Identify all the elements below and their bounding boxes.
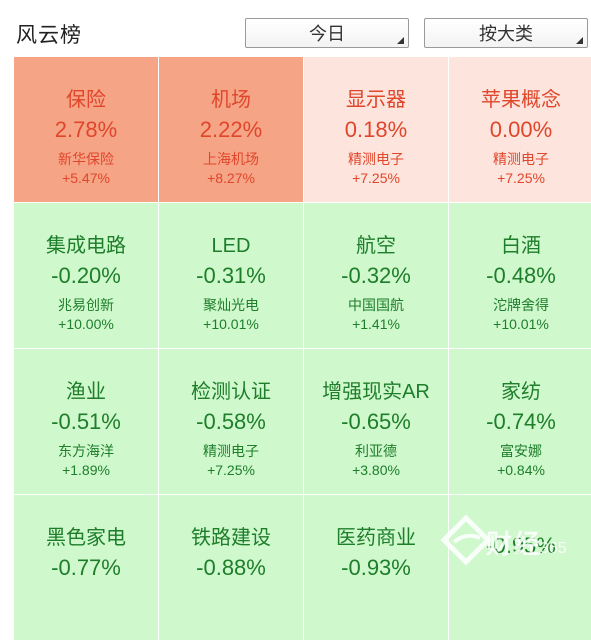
leading-stock-change: +0.84% xyxy=(497,462,545,478)
sector-tile[interactable]: 航空 -0.32% 中国国航 +1.41% xyxy=(304,203,448,348)
sector-change: 2.78% xyxy=(54,117,118,142)
sector-name: 检测认证 xyxy=(191,381,271,403)
sector-change: -0.93% xyxy=(341,555,411,580)
leading-stock: 利亚德 xyxy=(355,443,397,459)
leading-stock-change: +1.41% xyxy=(352,316,400,332)
sector-change: -0.77% xyxy=(51,555,121,580)
sector-tile[interactable]: 保险 2.78% 新华保险 +5.47% xyxy=(14,57,158,202)
sector-tile[interactable]: 白酒 -0.48% 沱牌舍得 +10.01% xyxy=(449,203,591,348)
sector-tile[interactable]: 家纺 -0.74% 富安娜 +0.84% xyxy=(449,349,591,494)
leading-stock: 新华保险 xyxy=(58,151,114,167)
leading-stock-change: +8.27% xyxy=(207,170,255,186)
leading-stock-change: +1.89% xyxy=(62,462,110,478)
sector-change: -0.65% xyxy=(341,409,411,434)
sector-tile[interactable]: 检测认证 -0.58% 精测电子 +7.25% xyxy=(159,349,303,494)
leading-stock: 兆易创新 xyxy=(58,297,114,313)
sector-name: 渔业 xyxy=(66,381,106,403)
sector-name: 白酒 xyxy=(501,235,541,257)
sector-change: 0.18% xyxy=(344,117,408,142)
leading-stock-change: +5.47% xyxy=(62,170,110,186)
sector-name: 黑色家电 xyxy=(46,527,126,549)
leading-stock: 精测电子 xyxy=(203,443,259,459)
sector-change: -0.88% xyxy=(196,555,266,580)
sector-name: 增强现实AR xyxy=(322,381,430,403)
sector-change: -0.58% xyxy=(196,409,266,434)
sector-change: 0.00% xyxy=(489,117,553,142)
sector-tile[interactable]: 黑色家电 -0.77% xyxy=(14,495,158,640)
leading-stock-change: +7.25% xyxy=(352,170,400,186)
sector-tile[interactable]: 苹果概念 0.00% 精测电子 +7.25% xyxy=(449,57,591,202)
sector-change: -0.32% xyxy=(341,263,411,288)
leading-stock: 沱牌舍得 xyxy=(493,297,549,313)
sector-tile[interactable]: 渔业 -0.51% 东方海洋 +1.89% xyxy=(14,349,158,494)
category-dropdown[interactable]: 按大类 xyxy=(424,18,588,48)
sector-change: -0.51% xyxy=(51,409,121,434)
leading-stock: 精测电子 xyxy=(493,151,549,167)
leading-stock: 精测电子 xyxy=(348,151,404,167)
sector-name: 铁路建设 xyxy=(191,527,271,549)
leading-stock: 中国国航 xyxy=(348,297,404,313)
page-title: 风云榜 xyxy=(16,24,82,47)
sector-change: -0.95% xyxy=(486,533,556,558)
sector-name: 医药商业 xyxy=(336,527,416,549)
leading-stock: 东方海洋 xyxy=(58,443,114,459)
leading-stock: 聚灿光电 xyxy=(203,297,259,313)
sector-change: -0.20% xyxy=(51,263,121,288)
leading-stock-change: +7.25% xyxy=(207,462,255,478)
sector-name: 家纺 xyxy=(501,381,541,403)
sector-name: 航空 xyxy=(356,235,396,257)
sector-tile[interactable]: LED -0.31% 聚灿光电 +10.01% xyxy=(159,203,303,348)
leading-stock-change: +10.00% xyxy=(58,316,114,332)
sector-name: 集成电路 xyxy=(46,235,126,257)
dropdown-corner-icon xyxy=(397,37,404,44)
sector-name: 机场 xyxy=(211,89,251,111)
category-dropdown-label: 按大类 xyxy=(479,24,533,44)
leading-stock: 富安娜 xyxy=(500,443,542,459)
sector-name: 苹果概念 xyxy=(481,89,561,111)
sector-tile[interactable]: 医药商业 -0.93% xyxy=(304,495,448,640)
leading-stock-change: +10.01% xyxy=(493,316,549,332)
leading-stock-change: +10.01% xyxy=(203,316,259,332)
period-dropdown-label: 今日 xyxy=(309,24,345,44)
sector-change: -0.74% xyxy=(486,409,556,434)
sector-heatmap-grid: 保险 2.78% 新华保险 +5.47% 机场 2.22% 上海机场 +8.27… xyxy=(14,57,591,640)
sector-tile[interactable]: -0.95% xyxy=(449,495,591,640)
period-dropdown[interactable]: 今日 xyxy=(245,18,409,48)
sector-name: 保险 xyxy=(66,89,106,111)
sector-tile[interactable]: 机场 2.22% 上海机场 +8.27% xyxy=(159,57,303,202)
sector-change: -0.48% xyxy=(486,263,556,288)
sector-tile[interactable]: 显示器 0.18% 精测电子 +7.25% xyxy=(304,57,448,202)
sector-tile[interactable]: 增强现实AR -0.65% 利亚德 +3.80% xyxy=(304,349,448,494)
leading-stock-change: +7.25% xyxy=(497,170,545,186)
sector-change: -0.31% xyxy=(196,263,266,288)
sector-tile[interactable]: 铁路建设 -0.88% xyxy=(159,495,303,640)
sector-tile[interactable]: 集成电路 -0.20% 兆易创新 +10.00% xyxy=(14,203,158,348)
sector-change: 2.22% xyxy=(199,117,263,142)
sector-name: LED xyxy=(211,235,251,257)
dropdown-corner-icon xyxy=(576,37,583,44)
sector-name: 显示器 xyxy=(346,89,406,111)
header-bar: 风云榜 今日 按大类 xyxy=(0,0,591,56)
leading-stock-change: +3.80% xyxy=(352,462,400,478)
leading-stock: 上海机场 xyxy=(203,151,259,167)
